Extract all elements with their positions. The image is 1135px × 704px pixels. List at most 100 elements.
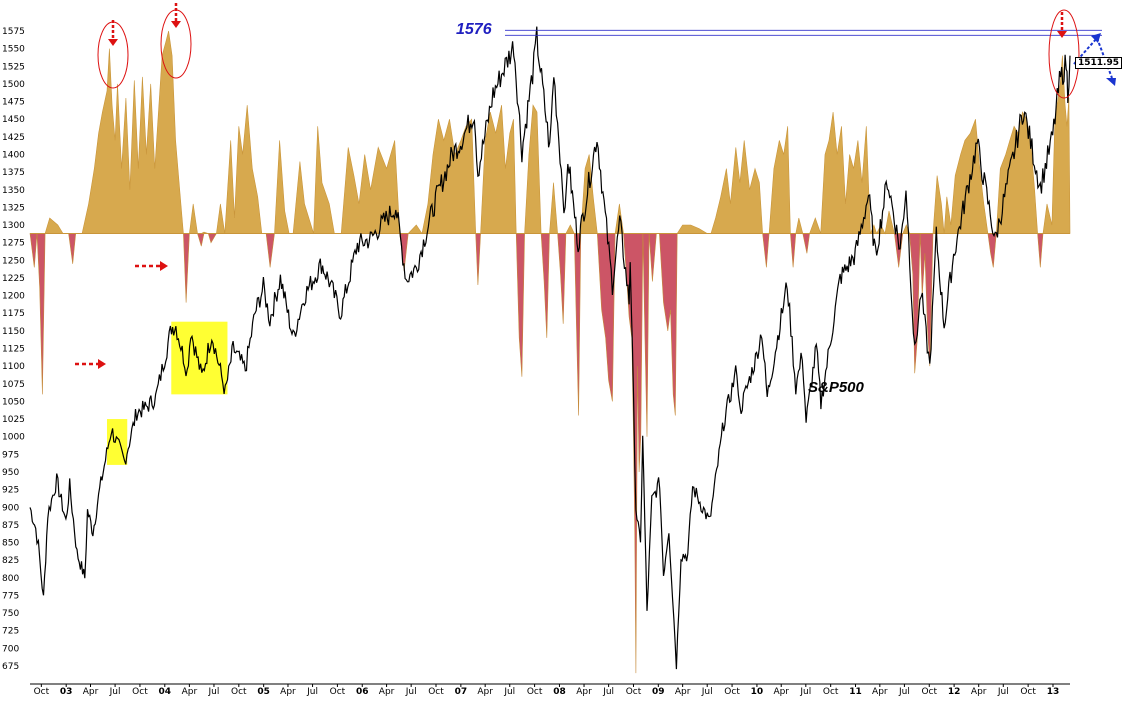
y-tick-label: 1025 [2, 415, 25, 425]
x-tick-label: Apr [477, 687, 493, 697]
x-tick-label: 13 [1047, 687, 1060, 697]
y-tick-label: 925 [2, 486, 19, 496]
x-tick-label: Apr [971, 687, 987, 697]
y-tick-label: 1575 [2, 27, 25, 37]
x-tick-label: 07 [455, 687, 468, 697]
oscillator-area [29, 30, 1071, 674]
y-tick-label: 725 [2, 627, 19, 637]
x-tick-label: Oct [330, 687, 346, 697]
x-tick-label: Oct [132, 687, 148, 697]
y-tick-label: 875 [2, 521, 19, 531]
y-tick-label: 1450 [2, 115, 25, 125]
x-tick-label: 12 [948, 687, 961, 697]
y-tick-label: 1100 [2, 362, 25, 372]
y-tick-label: 1225 [2, 274, 25, 284]
x-tick-label: Jul [701, 687, 713, 697]
x-tick-label: 03 [60, 687, 73, 697]
projection-path [1073, 36, 1113, 79]
y-tick-label: 1000 [2, 433, 25, 443]
x-tick-label: 04 [159, 687, 172, 697]
x-tick-label: Jul [602, 687, 614, 697]
y-tick-label: 1425 [2, 133, 25, 143]
y-tick-label: 1150 [2, 327, 25, 337]
y-tick-label: 850 [2, 539, 19, 549]
y-tick-label: 1050 [2, 397, 25, 407]
right-arrow-2-head [98, 359, 106, 369]
x-tick-label: Jul [208, 687, 220, 697]
y-tick-label: 800 [2, 574, 19, 584]
x-tick-label: Oct [1020, 687, 1036, 697]
x-tick-label: 05 [257, 687, 270, 697]
x-tick-label: Jul [306, 687, 318, 697]
down-arrow-2-head [171, 21, 181, 28]
x-tick-label: Apr [379, 687, 395, 697]
x-tick-label: Oct [823, 687, 839, 697]
circle-marker-3 [1048, 9, 1080, 99]
last-value-label: 1511.95 [1075, 57, 1122, 69]
x-tick-label: Jul [898, 687, 910, 697]
y-tick-label: 900 [2, 503, 19, 513]
y-tick-label: 1500 [2, 80, 25, 90]
x-tick-label: Oct [428, 687, 444, 697]
y-tick-label: 1400 [2, 150, 25, 160]
x-tick-label: Apr [182, 687, 198, 697]
y-tick-label: 1125 [2, 345, 25, 355]
x-tick-label: Oct [724, 687, 740, 697]
x-axis: Oct 03 Apr Jul Oct 04 Apr Jul Oct 05 Apr Jul Oct 06 Ap… [30, 683, 1070, 697]
y-tick-label: 1250 [2, 256, 25, 266]
x-tick-label: 08 [553, 687, 566, 697]
x-tick-label: 09 [652, 687, 665, 697]
x-tick-label: Apr [675, 687, 691, 697]
y-tick-label: 1200 [2, 292, 25, 302]
highlight-boxes [106, 321, 228, 465]
y-tick-label: 1375 [2, 168, 25, 178]
x-tick-label: 10 [751, 687, 764, 697]
y-tick-label: 975 [2, 450, 19, 460]
projection-head-up [1091, 33, 1101, 43]
y-tick-label: 1350 [2, 186, 25, 196]
x-tick-label: Apr [83, 687, 99, 697]
x-tick-label: Jul [997, 687, 1009, 697]
x-tick-label: Jul [799, 687, 811, 697]
highlight-box [171, 321, 228, 395]
reference-lines [505, 29, 1102, 36]
y-tick-label: 1475 [2, 98, 25, 108]
x-tick-label: 06 [356, 687, 369, 697]
x-tick-label: Jul [503, 687, 515, 697]
x-tick-label: Apr [280, 687, 296, 697]
y-tick-label: 700 [2, 644, 19, 654]
down-arrow-3-head [1057, 31, 1067, 38]
x-tick-label: Oct [626, 687, 642, 697]
sp500-series-line [29, 26, 1071, 670]
y-tick-label: 1075 [2, 380, 25, 390]
x-tick-label: Oct [527, 687, 543, 697]
right-arrow-1-head [160, 261, 168, 271]
down-arrow-1-head [108, 39, 118, 46]
x-tick-label: 11 [849, 687, 862, 697]
y-tick-label: 1525 [2, 62, 25, 72]
y-tick-label: 825 [2, 556, 19, 566]
y-tick-label: 750 [2, 609, 19, 619]
series-label: S&P500 [808, 379, 864, 396]
oscillator-negative-area [29, 233, 1070, 674]
projection-head-down [1106, 78, 1116, 86]
x-tick-label: Jul [109, 687, 121, 697]
x-tick-label: Apr [872, 687, 888, 697]
peak-value-label: 1576 [456, 21, 492, 38]
x-tick-label: Jul [405, 687, 417, 697]
y-tick-label: 1325 [2, 203, 25, 213]
y-tick-label: 950 [2, 468, 19, 478]
x-tick-label: Apr [576, 687, 592, 697]
y-tick-label: 1175 [2, 309, 25, 319]
x-tick-label: Oct [231, 687, 247, 697]
y-tick-label: 1300 [2, 221, 25, 231]
x-tick-label: Oct [34, 687, 50, 697]
y-tick-label: 675 [2, 662, 19, 672]
y-tick-label: 1275 [2, 239, 25, 249]
price-line [29, 26, 1071, 670]
y-axis: 675 700 725 750 775 800 825 850 875 900 925 950 975 1… [2, 27, 25, 672]
y-tick-label: 1550 [2, 45, 25, 55]
y-tick-label: 775 [2, 591, 19, 601]
x-tick-label: Oct [921, 687, 937, 697]
